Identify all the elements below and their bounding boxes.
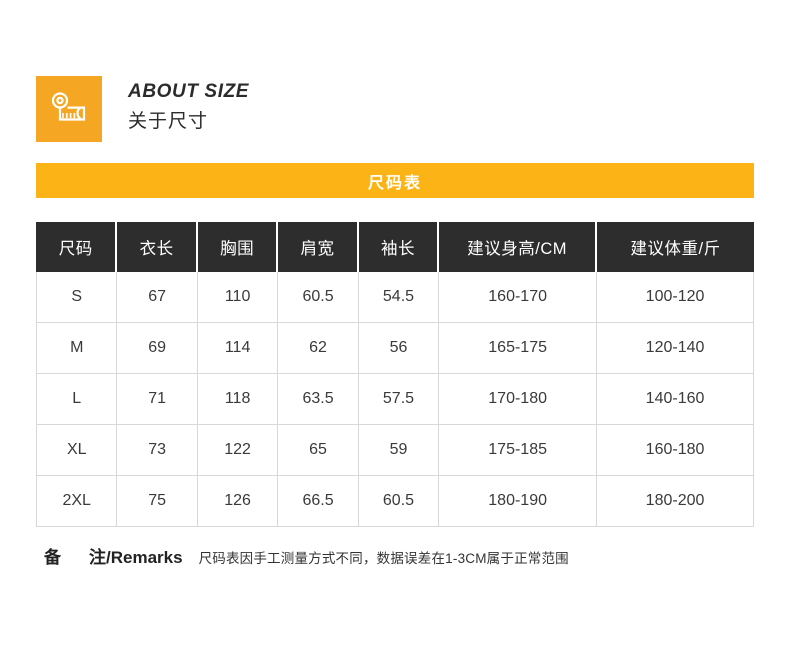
cell-sleeve: 56 (358, 323, 440, 374)
cell-height: 170-180 (439, 374, 598, 425)
about-size-title-cn: 关于尺寸 (128, 110, 209, 132)
table-row: S 67 110 60.5 54.5 160-170 100-120 (36, 272, 754, 323)
cell-length: 73 (117, 425, 198, 476)
cell-bust: 110 (197, 272, 279, 323)
cell-size: 2XL (36, 476, 118, 527)
about-size-header: ABOUT SIZE 关于尺寸 (36, 76, 249, 142)
column-header-height: 建议身高/CM (439, 222, 598, 272)
cell-size: S (36, 272, 118, 323)
column-header-sleeve: 袖长 (358, 222, 440, 272)
cell-bust: 122 (197, 425, 279, 476)
cell-length: 67 (117, 272, 198, 323)
column-header-size: 尺码 (36, 222, 118, 272)
cell-weight: 120-140 (597, 323, 754, 374)
remarks-label-second: 注/Remarks (89, 548, 183, 567)
cell-weight: 100-120 (597, 272, 754, 323)
remarks-text: 尺码表因手工测量方式不同，数据误差在1-3CM属于正常范围 (198, 551, 569, 566)
table-header-row: 尺码 衣长 胸围 肩宽 袖长 建议身高/CM 建议体重/斤 (36, 222, 754, 272)
cell-weight: 160-180 (597, 425, 754, 476)
about-size-title-en: ABOUT SIZE (128, 81, 250, 102)
table-header: 尺码 衣长 胸围 肩宽 袖长 建议身高/CM 建议体重/斤 (36, 222, 754, 272)
cell-size: XL (36, 425, 118, 476)
cell-shoulder: 60.5 (278, 272, 359, 323)
cell-height: 175-185 (439, 425, 598, 476)
cell-length: 75 (117, 476, 198, 527)
table-body: S 67 110 60.5 54.5 160-170 100-120 M 69 … (36, 272, 754, 527)
cell-shoulder: 62 (278, 323, 359, 374)
remarks-label-first: 备 (44, 548, 61, 567)
cell-bust: 126 (197, 476, 279, 527)
remarks-footer: 备 注/Remarks 尺码表因手工测量方式不同，数据误差在1-3CM属于正常范… (44, 543, 569, 568)
size-chart-banner: 尺码表 (36, 163, 754, 198)
table-row: XL 73 122 65 59 175-185 160-180 (36, 425, 754, 476)
size-chart-table: 尺码 衣长 胸围 肩宽 袖长 建议身高/CM 建议体重/斤 S 67 110 6… (36, 222, 754, 527)
cell-weight: 180-200 (597, 476, 754, 527)
cell-bust: 118 (197, 374, 279, 425)
table-row: L 71 118 63.5 57.5 170-180 140-160 (36, 374, 754, 425)
cell-size: M (36, 323, 118, 374)
cell-height: 180-190 (439, 476, 598, 527)
about-size-titles: ABOUT SIZE 关于尺寸 (128, 76, 249, 134)
cell-bust: 114 (197, 323, 279, 374)
measuring-tape-icon (36, 76, 102, 142)
table-row: M 69 114 62 56 165-175 120-140 (36, 323, 754, 374)
size-chart-table-container: 尺码 衣长 胸围 肩宽 袖长 建议身高/CM 建议体重/斤 S 67 110 6… (36, 222, 754, 527)
cell-height: 165-175 (439, 323, 598, 374)
cell-shoulder: 65 (278, 425, 359, 476)
cell-height: 160-170 (439, 272, 598, 323)
column-header-bust: 胸围 (197, 222, 279, 272)
table-row: 2XL 75 126 66.5 60.5 180-190 180-200 (36, 476, 754, 527)
column-header-weight: 建议体重/斤 (597, 222, 754, 272)
cell-shoulder: 63.5 (278, 374, 359, 425)
column-header-shoulder: 肩宽 (278, 222, 359, 272)
cell-weight: 140-160 (597, 374, 754, 425)
cell-sleeve: 54.5 (358, 272, 440, 323)
cell-sleeve: 59 (358, 425, 440, 476)
cell-sleeve: 57.5 (358, 374, 440, 425)
cell-length: 69 (117, 323, 198, 374)
cell-sleeve: 60.5 (358, 476, 440, 527)
cell-shoulder: 66.5 (278, 476, 359, 527)
cell-length: 71 (117, 374, 198, 425)
column-header-length: 衣长 (117, 222, 198, 272)
cell-size: L (36, 374, 118, 425)
